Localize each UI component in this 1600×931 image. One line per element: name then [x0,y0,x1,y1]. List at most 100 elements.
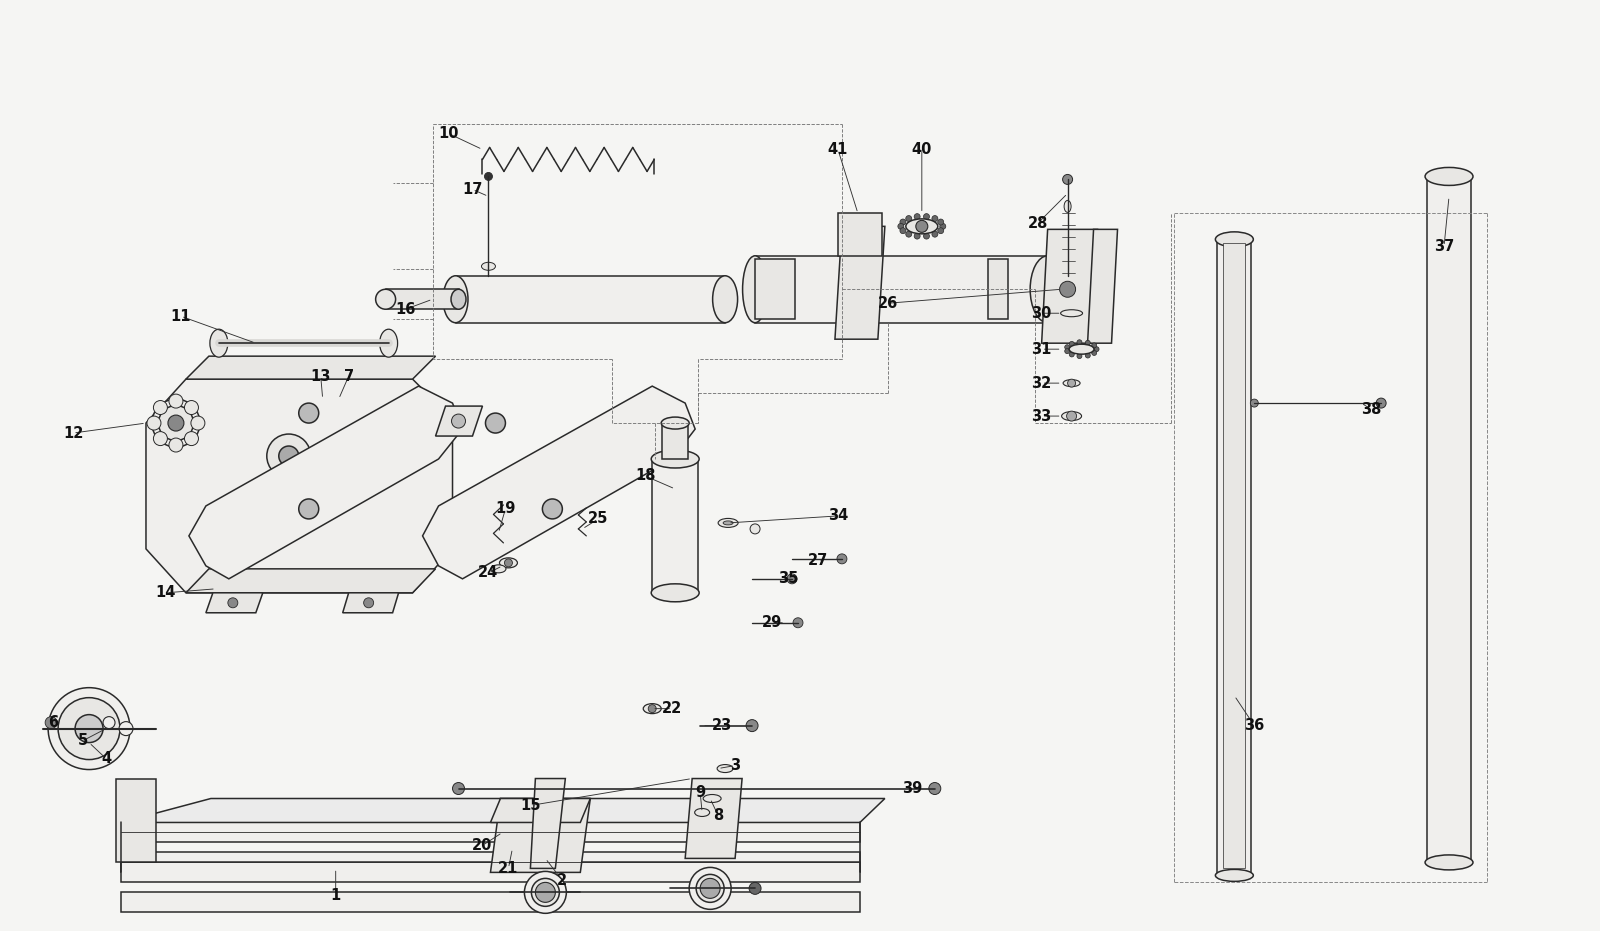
Ellipse shape [1094,346,1099,352]
Ellipse shape [712,276,738,323]
Circle shape [45,717,58,729]
Ellipse shape [531,878,560,907]
Text: 17: 17 [462,182,483,197]
Ellipse shape [75,715,102,743]
Ellipse shape [1064,348,1070,354]
Ellipse shape [154,400,168,414]
Ellipse shape [158,406,194,440]
Ellipse shape [491,565,506,573]
Text: 34: 34 [827,508,848,523]
Ellipse shape [1030,256,1066,323]
Ellipse shape [906,219,938,234]
Polygon shape [122,822,859,843]
Circle shape [1067,379,1075,387]
Ellipse shape [939,223,946,229]
Circle shape [749,883,762,895]
Ellipse shape [1069,344,1094,354]
Polygon shape [435,406,483,436]
Ellipse shape [931,231,938,237]
Text: 7: 7 [344,369,354,384]
Ellipse shape [717,764,733,773]
Text: 41: 41 [827,142,848,157]
Polygon shape [456,277,725,323]
Text: 5: 5 [78,733,88,749]
Ellipse shape [48,688,130,770]
Circle shape [930,783,941,794]
Ellipse shape [1064,344,1070,350]
Polygon shape [491,799,590,822]
Ellipse shape [914,213,920,220]
Ellipse shape [184,432,198,446]
Text: 39: 39 [902,781,922,796]
Ellipse shape [923,233,930,239]
Text: 11: 11 [171,309,190,324]
Circle shape [701,878,720,898]
Circle shape [837,554,846,564]
Circle shape [451,414,466,428]
Polygon shape [206,593,262,613]
Ellipse shape [898,223,904,229]
Ellipse shape [661,417,690,429]
Polygon shape [1224,243,1245,869]
Text: 15: 15 [520,798,541,813]
Circle shape [168,415,184,431]
Ellipse shape [525,871,566,913]
Circle shape [1067,412,1077,421]
Ellipse shape [118,722,133,735]
Polygon shape [838,213,882,256]
Ellipse shape [938,219,944,225]
Ellipse shape [1062,380,1080,386]
Text: 13: 13 [310,369,331,384]
Circle shape [278,446,299,466]
Ellipse shape [170,394,182,408]
Ellipse shape [723,521,733,525]
Ellipse shape [102,717,115,729]
Ellipse shape [1085,341,1090,345]
Polygon shape [146,379,453,593]
Polygon shape [189,386,462,579]
Ellipse shape [931,216,938,222]
Text: 29: 29 [762,615,782,630]
Circle shape [504,559,512,567]
Circle shape [453,783,464,794]
Ellipse shape [443,276,467,323]
Text: 21: 21 [498,861,518,876]
Ellipse shape [651,584,699,601]
Ellipse shape [1077,340,1082,344]
Text: 25: 25 [589,511,608,526]
Text: 16: 16 [395,302,416,317]
Polygon shape [755,256,1048,323]
Polygon shape [662,423,688,459]
Text: 8: 8 [714,808,723,823]
Text: 2: 2 [557,873,568,888]
Ellipse shape [1091,343,1096,348]
Ellipse shape [1091,350,1096,356]
Circle shape [299,499,318,519]
Ellipse shape [1426,168,1474,185]
Text: 20: 20 [472,838,493,853]
Text: 19: 19 [496,502,515,517]
Text: 31: 31 [1032,342,1051,357]
Ellipse shape [1077,354,1082,358]
Circle shape [536,883,555,902]
Text: 30: 30 [1032,305,1051,320]
Text: 6: 6 [48,715,58,730]
Circle shape [787,573,797,584]
Polygon shape [122,853,859,872]
Text: 35: 35 [778,572,798,587]
Text: 3: 3 [730,758,741,773]
Polygon shape [685,778,742,858]
Ellipse shape [451,290,466,309]
Circle shape [750,524,760,533]
Polygon shape [422,386,694,579]
Ellipse shape [170,439,182,452]
Ellipse shape [1061,310,1083,317]
Ellipse shape [690,868,731,910]
Ellipse shape [1085,353,1090,358]
Polygon shape [342,593,398,613]
Polygon shape [386,290,459,309]
Circle shape [1062,174,1072,184]
Circle shape [915,221,928,233]
Circle shape [299,403,318,423]
Ellipse shape [1069,352,1074,357]
